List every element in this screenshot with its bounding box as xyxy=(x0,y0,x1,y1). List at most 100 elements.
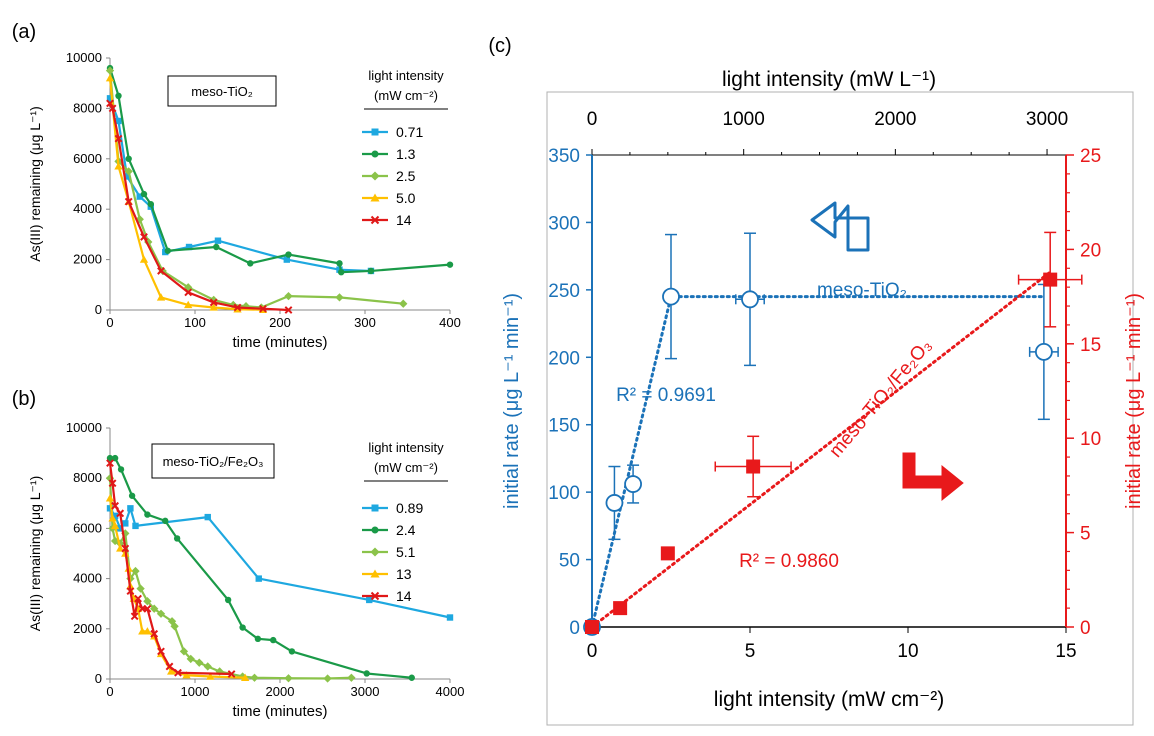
open-circle-marker xyxy=(741,290,759,309)
left-tick-label: 300 xyxy=(548,213,580,234)
top-tick-label: 1000 xyxy=(723,109,765,130)
right-axis-arrow-icon xyxy=(902,452,964,502)
data-point xyxy=(115,92,122,100)
data-point xyxy=(284,306,293,314)
data-point xyxy=(134,594,142,603)
data-point xyxy=(140,190,148,198)
legend-marker xyxy=(370,193,380,202)
r-squared-meso-tio2: R² = 0.9691 xyxy=(616,385,716,406)
filled-square-marker xyxy=(746,459,761,474)
left-axis-title: initial rate (μg L⁻¹ min⁻¹) xyxy=(501,293,523,509)
data-point xyxy=(110,521,120,530)
data-point xyxy=(227,670,236,678)
data-point xyxy=(106,454,114,462)
series-line xyxy=(108,463,232,676)
data-point xyxy=(209,303,218,311)
filled-square-marker xyxy=(660,546,675,561)
data-point xyxy=(170,622,179,631)
data-point xyxy=(114,162,123,170)
data-point xyxy=(335,293,344,302)
data-point xyxy=(184,300,193,309)
top-axis-title: light intensity (mW L⁻¹) xyxy=(722,68,936,91)
data-point xyxy=(150,629,159,638)
data-point xyxy=(662,233,680,360)
data-point xyxy=(182,671,191,679)
left-tick-label: 150 xyxy=(548,416,580,437)
data-point xyxy=(214,237,222,244)
data-point xyxy=(115,117,122,125)
data-point xyxy=(203,662,212,671)
data-point xyxy=(247,260,254,267)
series-label-fe2o3: meso-TiO₂/Fe₂O₃ xyxy=(825,335,936,461)
y-tick-label: 10000 xyxy=(66,50,102,65)
data-point xyxy=(127,505,134,512)
data-point xyxy=(204,513,211,521)
legend-marker xyxy=(370,547,380,557)
right-tick-label: 25 xyxy=(1080,146,1101,167)
material-label-box xyxy=(151,443,275,479)
data-point xyxy=(363,670,370,677)
data-point xyxy=(174,668,182,677)
legend-marker xyxy=(371,504,379,512)
data-point xyxy=(613,601,628,616)
x-tick-label: 15 xyxy=(1055,641,1076,662)
series-0.71 xyxy=(106,95,375,275)
panel-label-a: (a) xyxy=(12,21,36,43)
data-point xyxy=(105,74,115,82)
legend-label: 0.71 xyxy=(396,124,423,140)
data-point xyxy=(121,544,130,553)
legend-marker xyxy=(371,150,379,158)
data-point xyxy=(156,609,166,618)
data-point xyxy=(106,99,114,108)
data-point xyxy=(185,243,193,251)
x-tick-label: 3000 xyxy=(351,684,380,699)
x-tick-label: 100 xyxy=(184,315,206,330)
x-tick-label: 300 xyxy=(354,315,376,330)
data-point xyxy=(111,512,119,520)
data-point xyxy=(116,509,125,518)
data-point xyxy=(136,584,145,593)
data-point xyxy=(128,492,136,499)
data-point xyxy=(162,517,169,525)
data-point xyxy=(105,66,115,75)
panel-label-c: (c) xyxy=(488,35,511,57)
series-line xyxy=(108,70,404,309)
data-point xyxy=(143,597,152,606)
y-tick-label: 6000 xyxy=(73,520,102,535)
data-point xyxy=(150,604,159,613)
legend-label: 2.5 xyxy=(396,168,416,184)
data-point xyxy=(143,627,152,635)
legend-title-unit: (mW cm⁻²) xyxy=(374,460,438,475)
fit-line-meso-tio2 xyxy=(590,295,1046,629)
data-point xyxy=(122,520,129,527)
data-point xyxy=(195,658,204,667)
data-point xyxy=(157,647,165,656)
data-point xyxy=(585,620,599,634)
data-point xyxy=(108,479,117,488)
y-tick-label: 4000 xyxy=(73,571,102,586)
series-line xyxy=(108,478,352,680)
data-point xyxy=(224,596,232,604)
data-point xyxy=(206,672,215,680)
right-tick-label: 20 xyxy=(1080,240,1101,261)
left-tick-label: 0 xyxy=(569,618,580,639)
y-tick-label: 8000 xyxy=(73,470,102,485)
data-point xyxy=(446,614,454,621)
y-tick-label: 8000 xyxy=(73,100,102,115)
filled-square-marker xyxy=(585,620,599,634)
right-tick-label: 5 xyxy=(1080,524,1091,545)
data-point xyxy=(735,232,765,367)
data-point xyxy=(446,261,454,268)
series-0.89 xyxy=(106,505,454,621)
data-point xyxy=(338,269,345,276)
data-point xyxy=(106,505,114,512)
series-14 xyxy=(106,99,293,314)
legend-label: 13 xyxy=(396,566,412,582)
data-point xyxy=(111,454,119,462)
data-point xyxy=(399,299,408,308)
legend-label: 14 xyxy=(396,588,412,604)
legend-label: 1.3 xyxy=(396,146,416,162)
x-tick-label: 0 xyxy=(106,684,113,699)
data-point xyxy=(108,104,117,113)
